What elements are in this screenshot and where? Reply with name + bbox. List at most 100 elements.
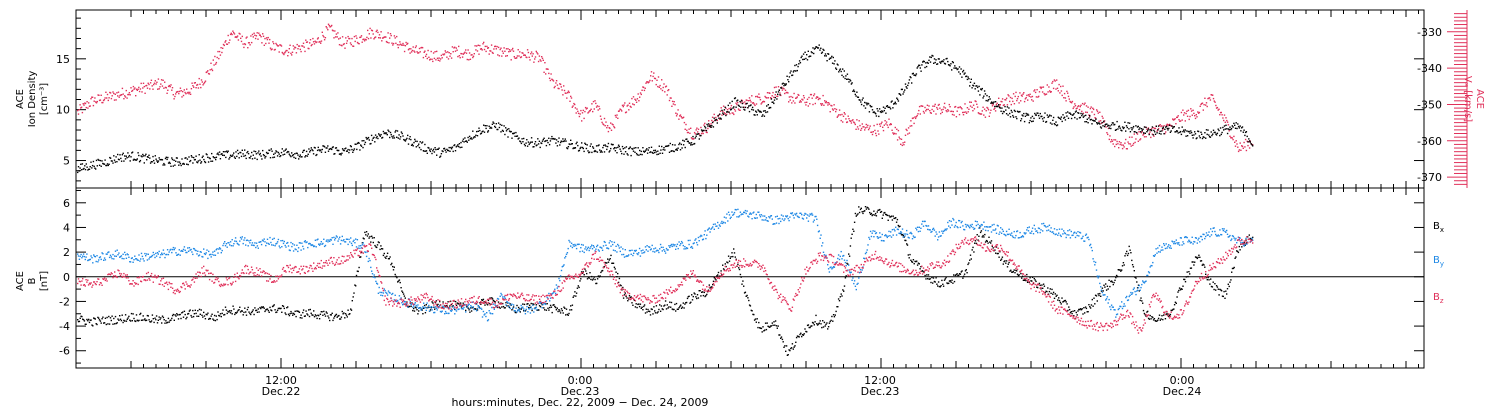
bx-point — [815, 314, 817, 317]
vx-point — [304, 50, 306, 53]
density-point — [1123, 126, 1125, 129]
density-point — [853, 90, 856, 93]
vx-point — [631, 97, 633, 100]
vx-point — [731, 112, 733, 114]
density-point — [258, 153, 261, 156]
bx-point — [982, 234, 984, 237]
density-point — [566, 147, 568, 149]
vx-point — [215, 61, 218, 64]
density-point — [544, 140, 546, 143]
density-point — [1143, 126, 1146, 128]
vx-point — [974, 100, 976, 102]
density-point — [801, 55, 803, 57]
bx-point — [767, 325, 769, 327]
density-point — [1102, 125, 1104, 127]
vx-point — [1179, 120, 1181, 122]
vx-point — [667, 89, 669, 92]
bx-point — [171, 317, 173, 320]
vx-point — [1203, 104, 1205, 106]
bx-point — [1066, 303, 1068, 305]
density-point — [1049, 114, 1051, 116]
density-point — [117, 153, 119, 156]
density-point — [950, 63, 952, 65]
bx-point — [826, 322, 828, 324]
density-point — [827, 53, 830, 55]
density-point — [478, 127, 480, 129]
bx-point — [205, 313, 207, 315]
bx-point — [335, 313, 338, 316]
vx-point — [306, 41, 309, 43]
density-point — [1092, 120, 1095, 122]
vx-point — [97, 94, 99, 96]
vx-point — [827, 102, 830, 104]
bx-point — [458, 303, 460, 305]
bx-point — [1041, 284, 1043, 286]
density-point — [617, 144, 620, 146]
bx-point — [349, 313, 351, 315]
bx-point — [207, 312, 209, 314]
vx-point — [1035, 96, 1038, 98]
density-point — [479, 133, 482, 135]
vx-point — [390, 34, 392, 37]
vx-point — [967, 111, 969, 113]
bx-point — [692, 295, 694, 298]
density-point — [97, 158, 99, 161]
vx-point — [661, 79, 663, 81]
density-point — [817, 47, 820, 49]
vx-point — [1175, 123, 1177, 125]
bx-point — [166, 321, 169, 324]
bx-point — [428, 306, 430, 308]
bx-point — [936, 283, 938, 285]
vx-point — [436, 57, 439, 59]
bx-point — [117, 318, 119, 320]
density-point — [284, 149, 287, 151]
density-point — [251, 158, 254, 160]
vx-point — [240, 37, 242, 39]
density-point — [1119, 127, 1121, 129]
vx-point — [1214, 101, 1216, 103]
vx-point — [976, 103, 978, 105]
vx-point — [1098, 120, 1100, 122]
vx-point — [399, 41, 401, 43]
density-point — [220, 153, 222, 156]
density-point — [504, 133, 506, 136]
density-point — [1238, 127, 1241, 129]
density-point — [755, 110, 757, 112]
vx-point — [930, 112, 932, 114]
density-point — [417, 145, 419, 147]
by-point — [103, 257, 106, 259]
bx-point — [287, 306, 289, 308]
bx-point — [270, 309, 272, 311]
density-point — [972, 85, 975, 87]
density-point — [477, 130, 479, 132]
density-point — [1147, 128, 1150, 130]
vx-point — [1009, 100, 1011, 103]
vx-point — [1039, 86, 1041, 88]
by-point — [79, 255, 81, 258]
bx-point — [980, 230, 983, 232]
density-point — [1097, 122, 1099, 124]
bx-point — [1022, 279, 1025, 281]
bx-point — [106, 316, 108, 319]
bx-point — [657, 311, 659, 313]
density-point — [940, 60, 943, 63]
bx-point — [740, 276, 742, 278]
bx-point — [787, 354, 789, 356]
bx-point — [454, 308, 456, 311]
bx-point — [259, 306, 261, 309]
bx-point — [902, 234, 904, 237]
density-point — [166, 158, 168, 161]
vx-point — [668, 89, 670, 91]
vx-point — [786, 91, 788, 94]
top-right-tick-label: -360 — [1417, 135, 1442, 148]
density-point — [969, 85, 971, 87]
density-point — [1094, 120, 1096, 122]
bx-point — [431, 301, 433, 303]
density-point — [185, 157, 187, 159]
density-point — [1064, 119, 1067, 121]
vx-point — [1212, 97, 1215, 100]
density-point — [790, 70, 792, 72]
density-point — [624, 151, 627, 153]
vx-point — [1173, 118, 1175, 121]
vx-point — [882, 129, 885, 132]
